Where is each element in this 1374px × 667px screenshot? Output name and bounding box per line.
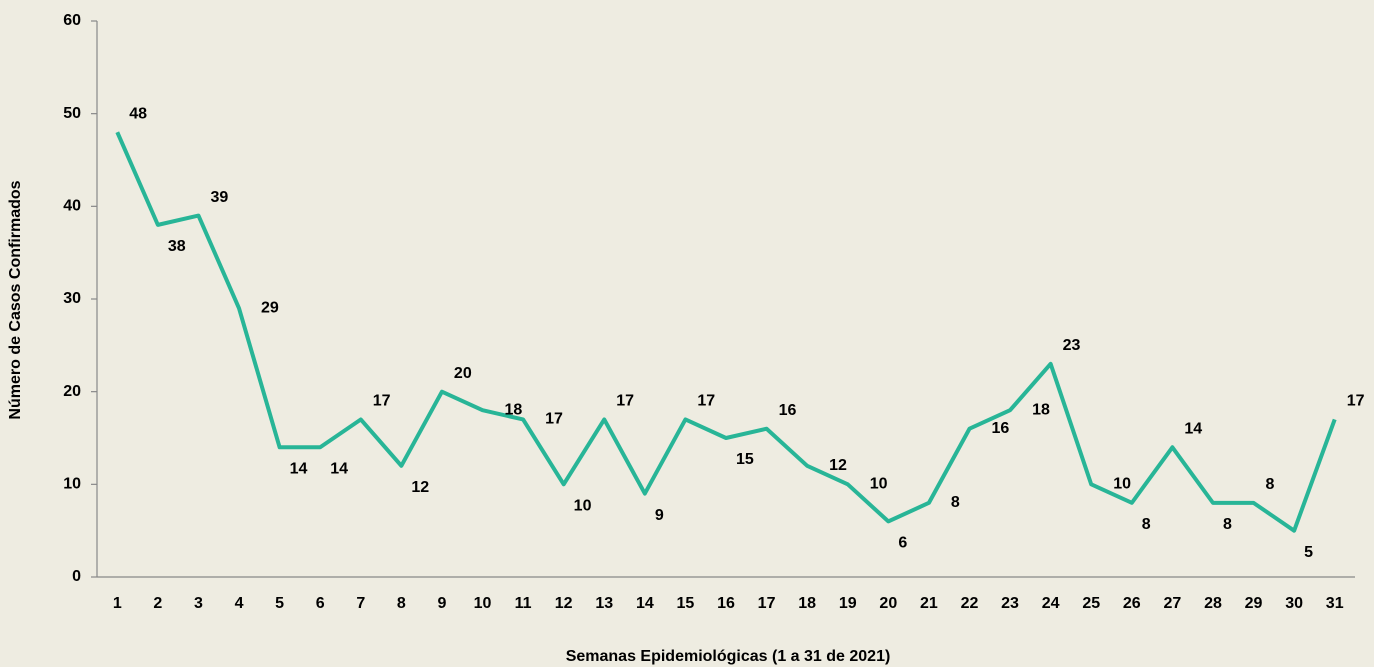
y-axis-title: Número de Casos Confirmados: [7, 180, 24, 419]
x-tick-label: 4: [235, 595, 244, 612]
data-label: 20: [454, 365, 472, 382]
y-tick-label: 30: [63, 290, 81, 307]
x-tick-label: 20: [879, 595, 897, 612]
data-label: 12: [411, 479, 429, 496]
x-tick-label: 27: [1163, 595, 1181, 612]
data-label: 15: [736, 451, 754, 468]
data-label: 10: [1113, 476, 1131, 493]
x-tick-label: 26: [1123, 595, 1141, 612]
x-tick-label: 14: [636, 595, 654, 612]
y-tick-label: 10: [63, 476, 81, 493]
data-label: 10: [574, 498, 592, 515]
y-tick-label: 60: [63, 12, 81, 29]
x-tick-label: 12: [555, 595, 573, 612]
data-label: 8: [1266, 476, 1275, 493]
x-tick-label: 29: [1245, 595, 1263, 612]
data-label: 38: [168, 238, 186, 255]
data-label: 5: [1304, 544, 1313, 561]
data-label: 10: [870, 476, 888, 493]
data-label: 12: [829, 457, 847, 474]
x-tick-label: 28: [1204, 595, 1222, 612]
x-tick-label: 17: [758, 595, 776, 612]
data-label: 17: [616, 393, 634, 410]
x-tick-label: 5: [275, 595, 284, 612]
x-tick-label: 24: [1042, 595, 1060, 612]
y-tick-label: 50: [63, 105, 81, 122]
x-tick-label: 13: [595, 595, 613, 612]
y-tick-label: 0: [72, 568, 81, 585]
x-tick-label: 16: [717, 595, 735, 612]
x-tick-label: 22: [961, 595, 979, 612]
data-label: 23: [1063, 337, 1081, 354]
data-label: 6: [898, 535, 907, 552]
y-tick-label: 40: [63, 198, 81, 215]
data-label: 17: [545, 411, 563, 428]
x-axis-title: Semanas Epidemiológicas (1 a 31 de 2021): [566, 648, 891, 665]
x-tick-label: 3: [194, 595, 203, 612]
data-label: 8: [1142, 516, 1151, 533]
x-tick-label: 25: [1082, 595, 1100, 612]
x-tick-label: 2: [153, 595, 162, 612]
x-tick-label: 8: [397, 595, 406, 612]
x-tick-label: 18: [798, 595, 816, 612]
data-label: 8: [1223, 516, 1232, 533]
data-label: 8: [951, 494, 960, 511]
data-label: 48: [129, 105, 147, 122]
data-label: 14: [330, 460, 348, 477]
x-tick-label: 1: [113, 595, 122, 612]
data-label: 17: [373, 393, 391, 410]
x-tick-label: 19: [839, 595, 857, 612]
data-label: 16: [779, 402, 797, 419]
data-label: 39: [210, 189, 228, 206]
data-label: 14: [1184, 420, 1202, 437]
data-line: [115, 131, 1337, 533]
x-tick-label: 11: [515, 595, 532, 612]
data-label: 29: [261, 299, 279, 316]
x-tick-label: 31: [1326, 595, 1344, 612]
x-tick-label: 6: [316, 595, 325, 612]
x-tick-label: 9: [437, 595, 446, 612]
x-tick-label: 15: [677, 595, 695, 612]
data-label: 9: [655, 507, 664, 524]
data-label: 14: [290, 460, 308, 477]
data-label: 18: [505, 401, 523, 418]
data-label: 16: [991, 420, 1009, 437]
x-tick-label: 7: [356, 595, 365, 612]
x-tick-label: 21: [920, 595, 938, 612]
x-tick-label: 10: [474, 595, 492, 612]
data-label: 17: [697, 393, 715, 410]
data-label: 18: [1032, 401, 1050, 418]
x-tick-label: 23: [1001, 595, 1019, 612]
y-tick-label: 20: [63, 383, 81, 400]
x-tick-label: 30: [1285, 595, 1303, 612]
data-label: 17: [1347, 393, 1365, 410]
